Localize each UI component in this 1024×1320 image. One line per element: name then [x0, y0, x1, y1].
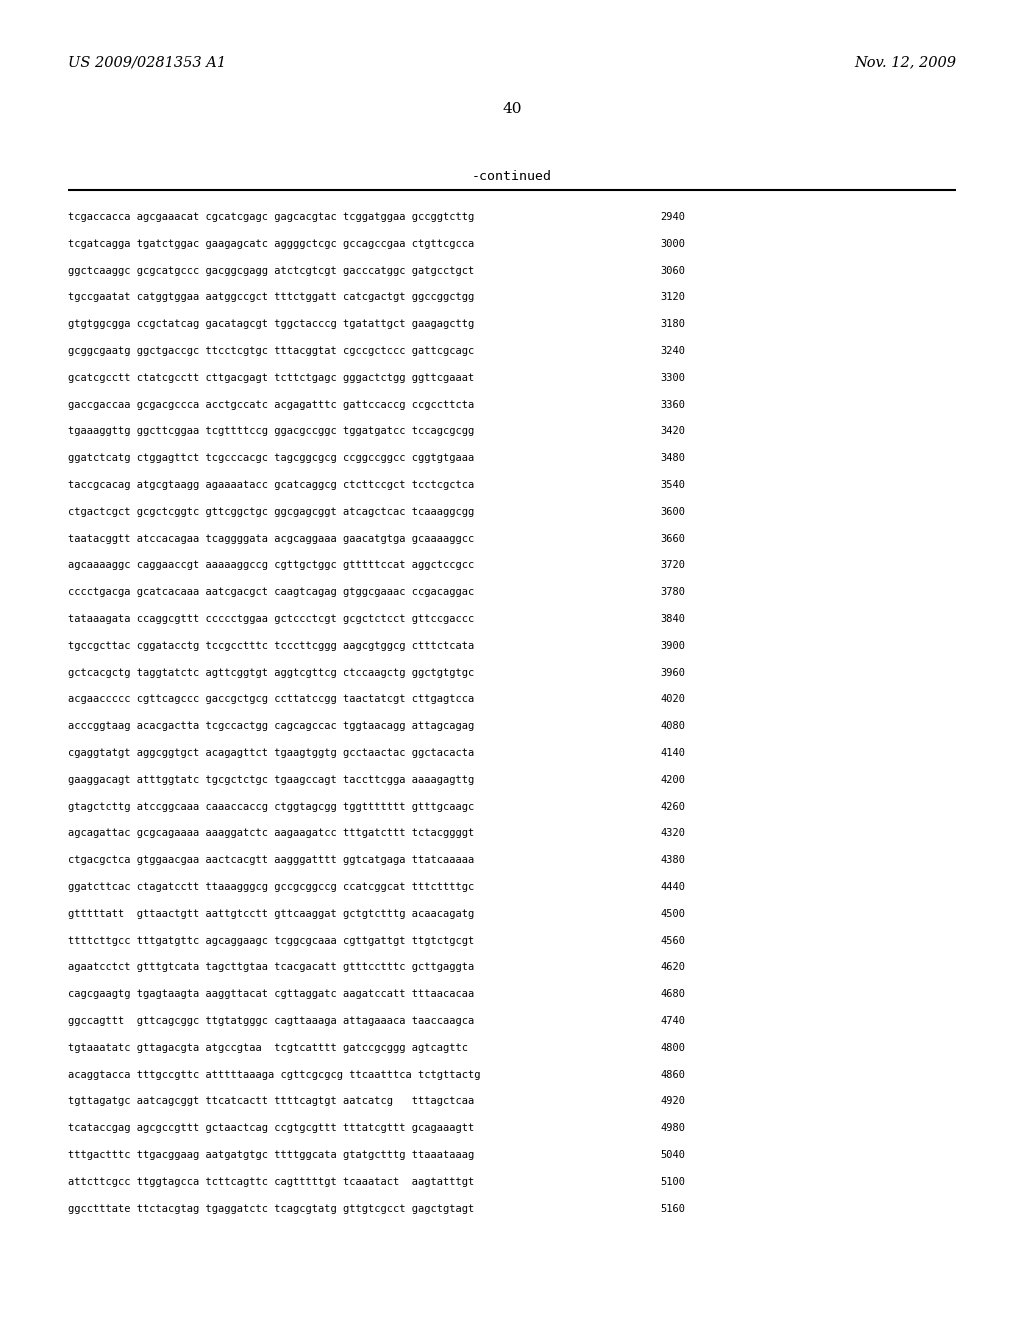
Text: 3180: 3180	[660, 319, 685, 329]
Text: 3300: 3300	[660, 372, 685, 383]
Text: 40: 40	[502, 102, 522, 116]
Text: ggcctttate ttctacgtag tgaggatctc tcagcgtatg gttgtcgcct gagctgtagt: ggcctttate ttctacgtag tgaggatctc tcagcgt…	[68, 1204, 474, 1213]
Text: tttgactttc ttgacggaag aatgatgtgc ttttggcata gtatgctttg ttaaataaag: tttgactttc ttgacggaag aatgatgtgc ttttggc…	[68, 1150, 474, 1160]
Text: 4200: 4200	[660, 775, 685, 785]
Text: ctgactcgct gcgctcggtc gttcggctgc ggcgagcggt atcagctcac tcaaaggcgg: ctgactcgct gcgctcggtc gttcggctgc ggcgagc…	[68, 507, 474, 517]
Text: 3060: 3060	[660, 265, 685, 276]
Text: gctcacgctg taggtatctc agttcggtgt aggtcgttcg ctccaagctg ggctgtgtgc: gctcacgctg taggtatctc agttcggtgt aggtcgt…	[68, 668, 474, 677]
Text: gcatcgcctt ctatcgcctt cttgacgagt tcttctgagc gggactctgg ggttcgaaat: gcatcgcctt ctatcgcctt cttgacgagt tcttctg…	[68, 372, 474, 383]
Text: 3780: 3780	[660, 587, 685, 597]
Text: taatacggtt atccacagaa tcaggggata acgcaggaaa gaacatgtga gcaaaaggcc: taatacggtt atccacagaa tcaggggata acgcagg…	[68, 533, 474, 544]
Text: taccgcacag atgcgtaagg agaaaatacc gcatcaggcg ctcttccgct tcctcgctca: taccgcacag atgcgtaagg agaaaatacc gcatcag…	[68, 480, 474, 490]
Text: gaccgaccaa gcgacgccca acctgccatc acgagatttc gattccaccg ccgccttcta: gaccgaccaa gcgacgccca acctgccatc acgagat…	[68, 400, 474, 409]
Text: gtgtggcgga ccgctatcag gacatagcgt tggctacccg tgatattgct gaagagcttg: gtgtggcgga ccgctatcag gacatagcgt tggctac…	[68, 319, 474, 329]
Text: 4740: 4740	[660, 1016, 685, 1026]
Text: 5040: 5040	[660, 1150, 685, 1160]
Text: 4620: 4620	[660, 962, 685, 973]
Text: tcataccgag agcgccgttt gctaactcag ccgtgcgttt tttatcgttt gcagaaagtt: tcataccgag agcgccgttt gctaactcag ccgtgcg…	[68, 1123, 474, 1133]
Text: ggatctcatg ctggagttct tcgcccacgc tagcggcgcg ccggccggcc cggtgtgaaa: ggatctcatg ctggagttct tcgcccacgc tagcggc…	[68, 453, 474, 463]
Text: tataaagata ccaggcgttt ccccctggaa gctccctcgt gcgctctcct gttccgaccc: tataaagata ccaggcgttt ccccctggaa gctccct…	[68, 614, 474, 624]
Text: 4860: 4860	[660, 1069, 685, 1080]
Text: agcagattac gcgcagaaaa aaaggatctc aagaagatcc tttgatcttt tctacggggt: agcagattac gcgcagaaaa aaaggatctc aagaaga…	[68, 829, 474, 838]
Text: tgttagatgc aatcagcggt ttcatcactt ttttcagtgt aatcatcg   tttagctcaa: tgttagatgc aatcagcggt ttcatcactt ttttcag…	[68, 1097, 474, 1106]
Text: tgccgaatat catggtggaa aatggccgct tttctggatt catcgactgt ggccggctgg: tgccgaatat catggtggaa aatggccgct tttctgg…	[68, 293, 474, 302]
Text: agaatcctct gtttgtcata tagcttgtaa tcacgacatt gtttcctttc gcttgaggta: agaatcctct gtttgtcata tagcttgtaa tcacgac…	[68, 962, 474, 973]
Text: 3240: 3240	[660, 346, 685, 356]
Text: ggctcaaggc gcgcatgccc gacggcgagg atctcgtcgt gacccatggc gatgcctgct: ggctcaaggc gcgcatgccc gacggcgagg atctcgt…	[68, 265, 474, 276]
Text: -continued: -continued	[472, 170, 552, 183]
Text: 4500: 4500	[660, 908, 685, 919]
Text: 4260: 4260	[660, 801, 685, 812]
Text: 3480: 3480	[660, 453, 685, 463]
Text: tcgaccacca agcgaaacat cgcatcgagc gagcacgtac tcggatggaa gccggtcttg: tcgaccacca agcgaaacat cgcatcgagc gagcacg…	[68, 213, 474, 222]
Text: Nov. 12, 2009: Nov. 12, 2009	[854, 55, 956, 69]
Text: 5160: 5160	[660, 1204, 685, 1213]
Text: 4680: 4680	[660, 989, 685, 999]
Text: acgaaccccc cgttcagccc gaccgctgcg ccttatccgg taactatcgt cttgagtcca: acgaaccccc cgttcagccc gaccgctgcg ccttatc…	[68, 694, 474, 705]
Text: ctgacgctca gtggaacgaa aactcacgtt aagggatttt ggtcatgaga ttatcaaaaa: ctgacgctca gtggaacgaa aactcacgtt aagggat…	[68, 855, 474, 865]
Text: 4380: 4380	[660, 855, 685, 865]
Text: 3000: 3000	[660, 239, 685, 248]
Text: 4320: 4320	[660, 829, 685, 838]
Text: 4140: 4140	[660, 748, 685, 758]
Text: 4980: 4980	[660, 1123, 685, 1133]
Text: ttttcttgcc tttgatgttc agcaggaagc tcggcgcaaa cgttgattgt ttgtctgcgt: ttttcttgcc tttgatgttc agcaggaagc tcggcgc…	[68, 936, 474, 945]
Text: 3900: 3900	[660, 640, 685, 651]
Text: 3420: 3420	[660, 426, 685, 437]
Text: 3540: 3540	[660, 480, 685, 490]
Text: gtagctcttg atccggcaaa caaaccaccg ctggtagcgg tggttttttt gtttgcaagc: gtagctcttg atccggcaaa caaaccaccg ctggtag…	[68, 801, 474, 812]
Text: cccctgacga gcatcacaaa aatcgacgct caagtcagag gtggcgaaac ccgacaggac: cccctgacga gcatcacaaa aatcgacgct caagtca…	[68, 587, 474, 597]
Text: tgaaaggttg ggcttcggaa tcgttttccg ggacgccggc tggatgatcc tccagcgcgg: tgaaaggttg ggcttcggaa tcgttttccg ggacgcc…	[68, 426, 474, 437]
Text: 3600: 3600	[660, 507, 685, 517]
Text: ggccagttt  gttcagcggc ttgtatgggc cagttaaaga attagaaaca taaccaagca: ggccagttt gttcagcggc ttgtatgggc cagttaaa…	[68, 1016, 474, 1026]
Text: attcttcgcc ttggtagcca tcttcagttc cagtttttgt tcaaatact  aagtatttgt: attcttcgcc ttggtagcca tcttcagttc cagtttt…	[68, 1177, 474, 1187]
Text: gcggcgaatg ggctgaccgc ttcctcgtgc tttacggtat cgccgctccc gattcgcagc: gcggcgaatg ggctgaccgc ttcctcgtgc tttacgg…	[68, 346, 474, 356]
Text: tgtaaatatc gttagacgta atgccgtaa  tcgtcatttt gatccgcggg agtcagttc: tgtaaatatc gttagacgta atgccgtaa tcgtcatt…	[68, 1043, 468, 1053]
Text: cgaggtatgt aggcggtgct acagagttct tgaagtggtg gcctaactac ggctacacta: cgaggtatgt aggcggtgct acagagttct tgaagtg…	[68, 748, 474, 758]
Text: 3720: 3720	[660, 561, 685, 570]
Text: cagcgaagtg tgagtaagta aaggttacat cgttaggatc aagatccatt tttaacacaa: cagcgaagtg tgagtaagta aaggttacat cgttagg…	[68, 989, 474, 999]
Text: 3360: 3360	[660, 400, 685, 409]
Text: 4920: 4920	[660, 1097, 685, 1106]
Text: 3120: 3120	[660, 293, 685, 302]
Text: agcaaaaggc caggaaccgt aaaaaggccg cgttgctggc gtttttccat aggctccgcc: agcaaaaggc caggaaccgt aaaaaggccg cgttgct…	[68, 561, 474, 570]
Text: 3960: 3960	[660, 668, 685, 677]
Text: acccggtaag acacgactta tcgccactgg cagcagccac tggtaacagg attagcagag: acccggtaag acacgactta tcgccactgg cagcagc…	[68, 721, 474, 731]
Text: 4560: 4560	[660, 936, 685, 945]
Text: ggatcttcac ctagatcctt ttaaagggcg gccgcggccg ccatcggcat tttcttttgc: ggatcttcac ctagatcctt ttaaagggcg gccgcgg…	[68, 882, 474, 892]
Text: 4080: 4080	[660, 721, 685, 731]
Text: gtttttatt  gttaactgtt aattgtcctt gttcaaggat gctgtctttg acaacagatg: gtttttatt gttaactgtt aattgtcctt gttcaagg…	[68, 908, 474, 919]
Text: 4440: 4440	[660, 882, 685, 892]
Text: 3660: 3660	[660, 533, 685, 544]
Text: 2940: 2940	[660, 213, 685, 222]
Text: tcgatcagga tgatctggac gaagagcatc aggggctcgc gccagccgaa ctgttcgcca: tcgatcagga tgatctggac gaagagcatc aggggct…	[68, 239, 474, 248]
Text: US 2009/0281353 A1: US 2009/0281353 A1	[68, 55, 226, 69]
Text: gaaggacagt atttggtatc tgcgctctgc tgaagccagt taccttcgga aaaagagttg: gaaggacagt atttggtatc tgcgctctgc tgaagcc…	[68, 775, 474, 785]
Text: 4800: 4800	[660, 1043, 685, 1053]
Text: 4020: 4020	[660, 694, 685, 705]
Text: 3840: 3840	[660, 614, 685, 624]
Text: acaggtacca tttgccgttc atttttaaaga cgttcgcgcg ttcaatttca tctgttactg: acaggtacca tttgccgttc atttttaaaga cgttcg…	[68, 1069, 480, 1080]
Text: tgccgcttac cggatacctg tccgcctttc tcccttcggg aagcgtggcg ctttctcata: tgccgcttac cggatacctg tccgcctttc tcccttc…	[68, 640, 474, 651]
Text: 5100: 5100	[660, 1177, 685, 1187]
